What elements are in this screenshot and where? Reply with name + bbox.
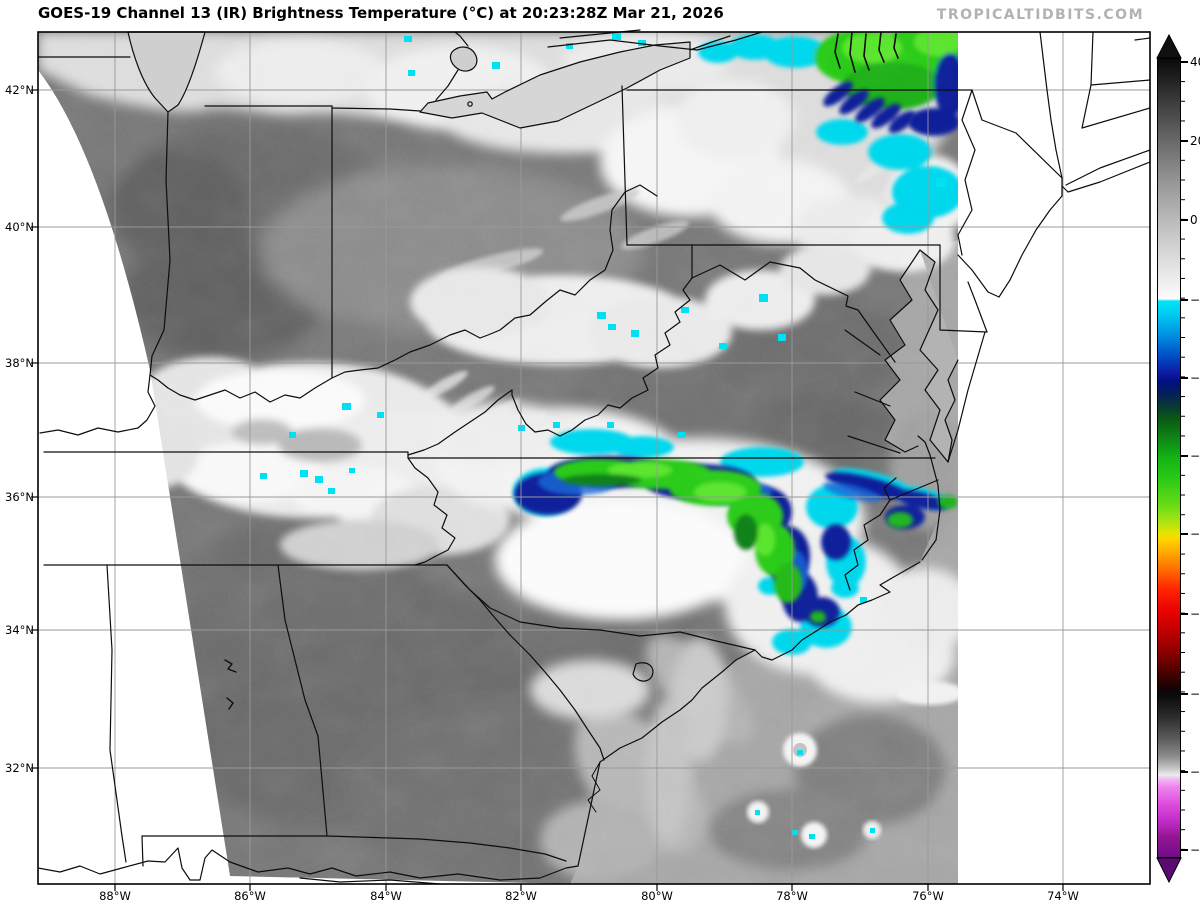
page-title: GOES-19 Channel 13 (IR) Brightness Tempe…	[38, 4, 724, 22]
colorbar-tick-label: −60	[1180, 607, 1200, 621]
lat-tick-label: 34°N	[5, 623, 34, 637]
watermark: TROPICALTIDBITS.COM	[936, 7, 1144, 23]
lat-tick-label: 40°N	[5, 220, 34, 234]
colorbar-tick-label: 40	[1180, 55, 1200, 69]
lon-tick-label: 88°W	[99, 889, 131, 903]
colorbar-tick-label: −70	[1180, 687, 1200, 701]
map-frame	[31, 31, 1151, 891]
colorbar-tick-label: −90	[1180, 843, 1200, 857]
colorbar-minor-ticks	[1181, 58, 1185, 852]
lat-tick-label: 38°N	[5, 356, 34, 370]
colorbar-tick-label: −40	[1180, 449, 1200, 463]
ir-imagery	[38, 32, 958, 884]
colorbar-tick-label: −30	[1180, 371, 1200, 385]
lon-tick-label: 74°W	[1047, 889, 1079, 903]
lon-tick-label: 84°W	[370, 889, 402, 903]
lon-tick-label: 80°W	[641, 889, 673, 903]
colorbar-tick-label: 0	[1181, 213, 1198, 227]
colorbar-tick-label: −80	[1180, 765, 1200, 779]
lon-tick-label: 76°W	[912, 889, 944, 903]
colorbar	[1157, 58, 1181, 858]
colorbar-tick-label: −50	[1180, 527, 1200, 541]
lon-tick-label: 86°W	[234, 889, 266, 903]
colorbar-tick-label: −20	[1180, 293, 1200, 307]
lat-tick-label: 32°N	[5, 761, 34, 775]
lat-tick-label: 42°N	[5, 83, 34, 97]
lat-tick-label: 36°N	[5, 490, 34, 504]
colorbar-tick-label: 20	[1180, 134, 1200, 148]
lon-tick-label: 78°W	[776, 889, 808, 903]
lon-tick-label: 82°W	[505, 889, 537, 903]
state-borders-and-coastlines	[37, 29, 1151, 885]
